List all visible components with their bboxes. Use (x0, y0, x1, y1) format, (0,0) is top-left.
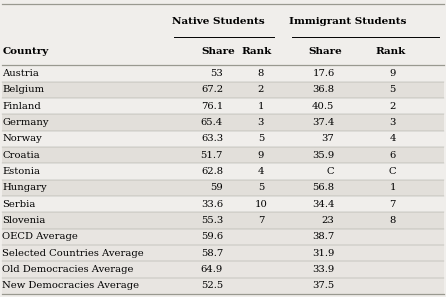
Text: 2: 2 (389, 102, 396, 111)
Text: Croatia: Croatia (2, 151, 40, 160)
Text: Share: Share (202, 48, 235, 56)
Text: OECD Average: OECD Average (2, 232, 78, 241)
Bar (2, 278, 444, 294)
Text: 3: 3 (389, 118, 396, 127)
Text: 40.5: 40.5 (312, 102, 334, 111)
Text: 1: 1 (258, 102, 264, 111)
Text: 36.8: 36.8 (312, 85, 334, 94)
Text: 64.9: 64.9 (201, 265, 223, 274)
Text: Selected Countries Average: Selected Countries Average (2, 249, 144, 258)
Text: New Democracies Average: New Democracies Average (2, 281, 139, 290)
Text: 55.3: 55.3 (201, 216, 223, 225)
Text: Finland: Finland (2, 102, 41, 111)
Text: 5: 5 (258, 183, 264, 192)
Text: Share: Share (309, 48, 343, 56)
Text: 59.6: 59.6 (201, 232, 223, 241)
Text: Estonia: Estonia (2, 167, 40, 176)
Text: 59: 59 (210, 183, 223, 192)
Text: C: C (327, 167, 334, 176)
Bar (2, 196, 444, 212)
Text: Rank: Rank (375, 48, 405, 56)
Text: 17.6: 17.6 (312, 69, 334, 78)
Text: Old Democracies Average: Old Democracies Average (2, 265, 134, 274)
Text: 35.9: 35.9 (312, 151, 334, 160)
Text: 58.7: 58.7 (201, 249, 223, 258)
Bar (2, 82, 444, 98)
Text: 33.9: 33.9 (312, 265, 334, 274)
Text: 7: 7 (389, 200, 396, 209)
Text: Norway: Norway (2, 134, 42, 143)
Text: Austria: Austria (2, 69, 39, 78)
Text: 37: 37 (322, 134, 334, 143)
Bar (2, 163, 444, 180)
Text: 51.7: 51.7 (201, 151, 223, 160)
Bar (2, 261, 444, 278)
Text: 6: 6 (389, 151, 396, 160)
Text: 10: 10 (255, 200, 267, 209)
Text: 3: 3 (258, 118, 264, 127)
Text: 9: 9 (389, 69, 396, 78)
Bar (2, 245, 444, 261)
Text: Germany: Germany (2, 118, 49, 127)
Text: Slovenia: Slovenia (2, 216, 45, 225)
Text: 5: 5 (389, 85, 396, 94)
Text: 34.4: 34.4 (312, 200, 334, 209)
Text: Serbia: Serbia (2, 200, 36, 209)
Bar (2, 98, 444, 114)
Text: C: C (388, 167, 396, 176)
Text: 9: 9 (258, 151, 264, 160)
Text: 33.6: 33.6 (201, 200, 223, 209)
Bar (2, 65, 444, 82)
Text: 37.4: 37.4 (312, 118, 334, 127)
Text: 7: 7 (258, 216, 264, 225)
Text: 4: 4 (389, 134, 396, 143)
Text: 67.2: 67.2 (201, 85, 223, 94)
Text: 8: 8 (258, 69, 264, 78)
Text: Belgium: Belgium (2, 85, 44, 94)
Text: 5: 5 (258, 134, 264, 143)
Text: 31.9: 31.9 (312, 249, 334, 258)
Text: Country: Country (2, 48, 49, 56)
Bar (2, 212, 444, 229)
Text: 62.8: 62.8 (201, 167, 223, 176)
Text: 37.5: 37.5 (312, 281, 334, 290)
Bar (2, 147, 444, 163)
Bar (2, 114, 444, 131)
Text: 52.5: 52.5 (201, 281, 223, 290)
Text: 56.8: 56.8 (312, 183, 334, 192)
Text: 53: 53 (210, 69, 223, 78)
Text: 63.3: 63.3 (201, 134, 223, 143)
Text: 76.1: 76.1 (201, 102, 223, 111)
Text: 8: 8 (389, 216, 396, 225)
Text: 65.4: 65.4 (201, 118, 223, 127)
Text: 4: 4 (258, 167, 264, 176)
Text: 23: 23 (322, 216, 334, 225)
Text: 38.7: 38.7 (312, 232, 334, 241)
Bar (2, 229, 444, 245)
Bar (2, 131, 444, 147)
Text: Immigrant Students: Immigrant Students (289, 17, 407, 26)
Text: Hungary: Hungary (2, 183, 47, 192)
Text: Rank: Rank (241, 48, 272, 56)
Text: 1: 1 (389, 183, 396, 192)
Text: 2: 2 (258, 85, 264, 94)
Text: Native Students: Native Students (172, 17, 265, 26)
Bar (2, 180, 444, 196)
